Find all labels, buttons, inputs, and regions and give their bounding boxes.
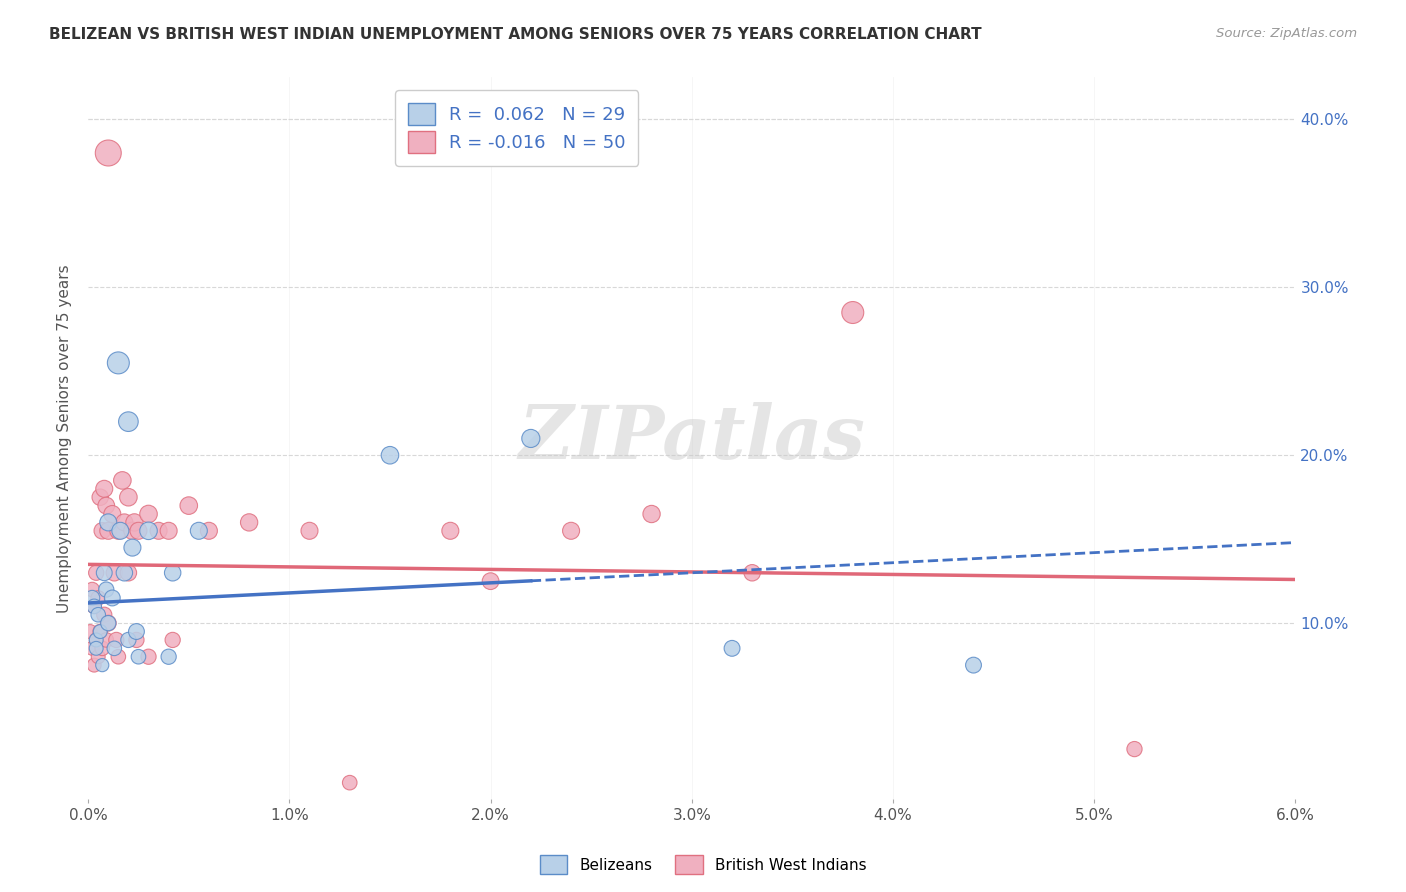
Point	[84, 566, 107, 580]
Point	[84, 632, 107, 647]
Point	[83, 658, 105, 673]
Point	[157, 649, 180, 664]
Point	[112, 566, 135, 580]
Point	[91, 641, 114, 656]
Point	[298, 524, 321, 538]
Point	[117, 566, 139, 580]
Point	[127, 649, 149, 664]
Point	[84, 641, 107, 656]
Point	[83, 599, 105, 614]
Point	[439, 524, 461, 538]
Point	[97, 616, 120, 631]
Text: BELIZEAN VS BRITISH WEST INDIAN UNEMPLOYMENT AMONG SENIORS OVER 75 YEARS CORRELA: BELIZEAN VS BRITISH WEST INDIAN UNEMPLOY…	[49, 27, 981, 42]
Point	[107, 356, 129, 370]
Point	[962, 658, 984, 673]
Point	[93, 566, 115, 580]
Point	[187, 524, 209, 538]
Point	[93, 607, 115, 622]
Point	[82, 591, 104, 605]
Point	[105, 632, 128, 647]
Point	[89, 624, 111, 639]
Point	[79, 624, 101, 639]
Y-axis label: Unemployment Among Seniors over 75 years: Unemployment Among Seniors over 75 years	[58, 264, 72, 613]
Point	[89, 490, 111, 504]
Point	[111, 474, 134, 488]
Point	[97, 616, 120, 631]
Point	[96, 582, 118, 597]
Point	[103, 641, 125, 656]
Point	[107, 649, 129, 664]
Point	[83, 599, 105, 614]
Legend: R =  0.062   N = 29, R = -0.016   N = 50: R = 0.062 N = 29, R = -0.016 N = 50	[395, 90, 638, 166]
Point	[97, 524, 120, 538]
Point	[138, 524, 160, 538]
Point	[721, 641, 744, 656]
Point	[640, 507, 662, 521]
Point	[138, 649, 160, 664]
Point	[378, 448, 401, 462]
Point	[125, 632, 148, 647]
Point	[91, 658, 114, 673]
Point	[177, 499, 200, 513]
Point	[110, 524, 132, 538]
Point	[89, 624, 111, 639]
Point	[87, 649, 110, 664]
Point	[97, 146, 120, 161]
Point	[101, 507, 124, 521]
Point	[82, 582, 104, 597]
Point	[127, 524, 149, 538]
Point	[87, 591, 110, 605]
Point	[82, 641, 104, 656]
Point	[560, 524, 582, 538]
Point	[117, 490, 139, 504]
Point	[107, 524, 129, 538]
Point	[148, 524, 170, 538]
Point	[112, 516, 135, 530]
Point	[103, 566, 125, 580]
Point	[97, 516, 120, 530]
Point	[84, 632, 107, 647]
Text: ZIPatlas: ZIPatlas	[519, 402, 865, 475]
Text: Source: ZipAtlas.com: Source: ZipAtlas.com	[1216, 27, 1357, 40]
Point	[125, 624, 148, 639]
Point	[124, 516, 146, 530]
Point	[198, 524, 221, 538]
Point	[479, 574, 502, 589]
Point	[1123, 742, 1146, 756]
Point	[117, 632, 139, 647]
Point	[121, 541, 143, 555]
Point	[117, 415, 139, 429]
Point	[162, 632, 184, 647]
Point	[91, 524, 114, 538]
Point	[101, 591, 124, 605]
Point	[121, 524, 143, 538]
Point	[96, 499, 118, 513]
Point	[162, 566, 184, 580]
Point	[520, 432, 543, 446]
Point	[93, 482, 115, 496]
Point	[238, 516, 260, 530]
Point	[741, 566, 763, 580]
Point	[138, 507, 160, 521]
Point	[87, 607, 110, 622]
Point	[157, 524, 180, 538]
Point	[96, 632, 118, 647]
Point	[842, 305, 865, 319]
Legend: Belizeans, British West Indians: Belizeans, British West Indians	[533, 849, 873, 880]
Point	[339, 775, 361, 789]
